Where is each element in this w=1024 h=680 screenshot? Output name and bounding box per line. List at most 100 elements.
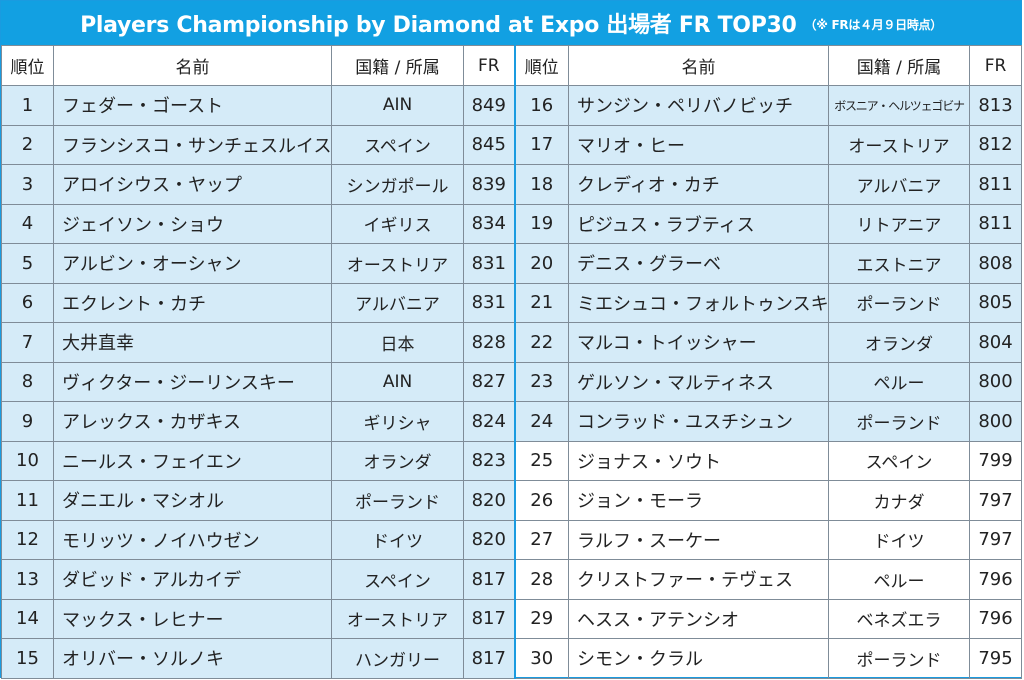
cell-name: アロイシウス・ヤップ bbox=[53, 164, 332, 205]
ranking-table: 順位 名前 国籍 / 所属 FR 順位 名前 国籍 / 所属 FR 1 フェダー・… bbox=[1, 45, 1022, 679]
cell-fr: 817 bbox=[463, 638, 515, 679]
header-name: 名前 bbox=[53, 45, 332, 86]
table-row: 10 ニールス・フェイエン オランダ 823 25 ジョナス・ソウト スペイン 799 bbox=[1, 440, 1022, 481]
cell-nationality: オーストリア bbox=[331, 598, 464, 639]
cell-nationality: 日本 bbox=[331, 322, 464, 363]
cell-name: ニールス・フェイエン bbox=[53, 440, 332, 481]
cell-nationality: オランダ bbox=[828, 322, 970, 363]
cell-fr: 823 bbox=[463, 440, 515, 481]
cell-fr: 849 bbox=[463, 85, 515, 126]
cell-nationality: ペルー bbox=[828, 361, 970, 402]
cell-rank: 5 bbox=[1, 243, 54, 284]
cell-fr: 831 bbox=[463, 243, 515, 284]
cell-rank: 2 bbox=[1, 124, 54, 165]
cell-name: アレックス・カザキス bbox=[53, 401, 332, 442]
cell-nationality: アルバニア bbox=[331, 282, 464, 323]
header-nationality: 国籍 / 所属 bbox=[331, 45, 464, 86]
cell-name: マックス・レヒナー bbox=[53, 598, 332, 639]
cell-nationality: ペルー bbox=[828, 559, 970, 600]
cell-rank: 27 bbox=[513, 519, 569, 560]
cell-nationality: ポーランド bbox=[828, 638, 970, 679]
cell-fr: 796 bbox=[969, 598, 1022, 639]
cell-nationality: シンガポール bbox=[331, 164, 464, 205]
cell-rank: 19 bbox=[513, 203, 569, 244]
cell-fr: 811 bbox=[969, 203, 1022, 244]
cell-name: 大井直幸 bbox=[53, 322, 332, 363]
cell-nationality: スペイン bbox=[828, 440, 970, 481]
cell-fr: 811 bbox=[969, 164, 1022, 205]
cell-name: ゲルソン・マルティネス bbox=[568, 361, 829, 402]
cell-fr: 824 bbox=[463, 401, 515, 442]
cell-name: オリバー・ソルノキ bbox=[53, 638, 332, 679]
cell-fr: 834 bbox=[463, 203, 515, 244]
table-row: 4 ジェイソン・ショウ イギリス 834 19 ピジュス・ラブティス リトアニア 811 bbox=[1, 203, 1022, 244]
table-row: 6 エクレント・カチ アルバニア 831 21 ミエシュコ・フォルトゥンスキ ポーランド 80… bbox=[1, 282, 1022, 323]
cell-rank: 11 bbox=[1, 480, 54, 521]
page-title: Players Championship by Diamond at Expo … bbox=[80, 13, 797, 38]
cell-name: アルビン・オーシャン bbox=[53, 243, 332, 284]
cell-nationality: イギリス bbox=[331, 203, 464, 244]
cell-rank: 9 bbox=[1, 401, 54, 442]
table-row: 9 アレックス・カザキス ギリシャ 824 24 コンラッド・ユスチシュン ポーランド 800 bbox=[1, 401, 1022, 442]
table-row: 14 マックス・レヒナー オーストリア 817 29 ヘスス・アテンシオ ベネズエラ 796 bbox=[1, 598, 1022, 639]
cell-name: ダビッド・アルカイデ bbox=[53, 559, 332, 600]
cell-name: ラルフ・スーケー bbox=[568, 519, 829, 560]
cell-rank: 13 bbox=[1, 559, 54, 600]
table-row: 13 ダビッド・アルカイデ スペイン 817 28 クリストファー・テヴェス ペルー 796 bbox=[1, 559, 1022, 600]
cell-name: マルコ・トイッシャー bbox=[568, 322, 829, 363]
header-rank: 順位 bbox=[1, 45, 54, 86]
cell-rank: 28 bbox=[513, 559, 569, 600]
cell-name: フランシスコ・サンチェスルイス bbox=[53, 124, 332, 165]
cell-nationality: ボスニア・ヘルツェゴビナ bbox=[828, 85, 970, 126]
cell-fr: 831 bbox=[463, 282, 515, 323]
cell-rank: 7 bbox=[1, 322, 54, 363]
cell-nationality: カナダ bbox=[828, 480, 970, 521]
cell-name: クリストファー・テヴェス bbox=[568, 559, 829, 600]
cell-fr: 817 bbox=[463, 559, 515, 600]
cell-name: ジョン・モーラ bbox=[568, 480, 829, 521]
cell-rank: 1 bbox=[1, 85, 54, 126]
cell-rank: 29 bbox=[513, 598, 569, 639]
cell-nationality: ギリシャ bbox=[331, 401, 464, 442]
cell-fr: 817 bbox=[463, 598, 515, 639]
cell-nationality: スペイン bbox=[331, 124, 464, 165]
cell-name: ヴィクター・ジーリンスキー bbox=[53, 361, 332, 402]
cell-nationality: ドイツ bbox=[331, 519, 464, 560]
table-row: 7 大井直幸 日本 828 22 マルコ・トイッシャー オランダ 804 bbox=[1, 322, 1022, 363]
header-rank: 順位 bbox=[513, 45, 569, 86]
cell-rank: 24 bbox=[513, 401, 569, 442]
cell-rank: 15 bbox=[1, 638, 54, 679]
cell-fr: 797 bbox=[969, 519, 1022, 560]
cell-fr: 812 bbox=[969, 124, 1022, 165]
cell-name: ヘスス・アテンシオ bbox=[568, 598, 829, 639]
cell-rank: 16 bbox=[513, 85, 569, 126]
cell-nationality: オーストリア bbox=[828, 124, 970, 165]
cell-name: サンジン・ペリバノビッチ bbox=[568, 85, 829, 126]
cell-fr: 820 bbox=[463, 519, 515, 560]
cell-fr: 800 bbox=[969, 401, 1022, 442]
cell-name: エクレント・カチ bbox=[53, 282, 332, 323]
cell-name: モリッツ・ノイハウゼン bbox=[53, 519, 332, 560]
cell-nationality: AIN bbox=[331, 85, 464, 126]
cell-rank: 8 bbox=[1, 361, 54, 402]
header-fr: FR bbox=[463, 45, 515, 86]
table-row: 2 フランシスコ・サンチェスルイス スペイン 845 17 マリオ・ヒー オーストリア 812 bbox=[1, 124, 1022, 165]
cell-rank: 21 bbox=[513, 282, 569, 323]
cell-nationality: ベネズエラ bbox=[828, 598, 970, 639]
cell-nationality: オランダ bbox=[331, 440, 464, 481]
cell-fr: 813 bbox=[969, 85, 1022, 126]
table-row: 11 ダニエル・マシオル ポーランド 820 26 ジョン・モーラ カナダ 797 bbox=[1, 480, 1022, 521]
table-row: 15 オリバー・ソルノキ ハンガリー 817 30 シモン・クラル ポーランド 795 bbox=[1, 638, 1022, 679]
cell-name: マリオ・ヒー bbox=[568, 124, 829, 165]
cell-fr: 845 bbox=[463, 124, 515, 165]
cell-rank: 20 bbox=[513, 243, 569, 284]
cell-nationality: ポーランド bbox=[331, 480, 464, 521]
cell-rank: 10 bbox=[1, 440, 54, 481]
cell-rank: 26 bbox=[513, 480, 569, 521]
cell-fr: 827 bbox=[463, 361, 515, 402]
cell-name: ミエシュコ・フォルトゥンスキ bbox=[568, 282, 829, 323]
cell-fr: 799 bbox=[969, 440, 1022, 481]
cell-nationality: ハンガリー bbox=[331, 638, 464, 679]
cell-nationality: スペイン bbox=[331, 559, 464, 600]
